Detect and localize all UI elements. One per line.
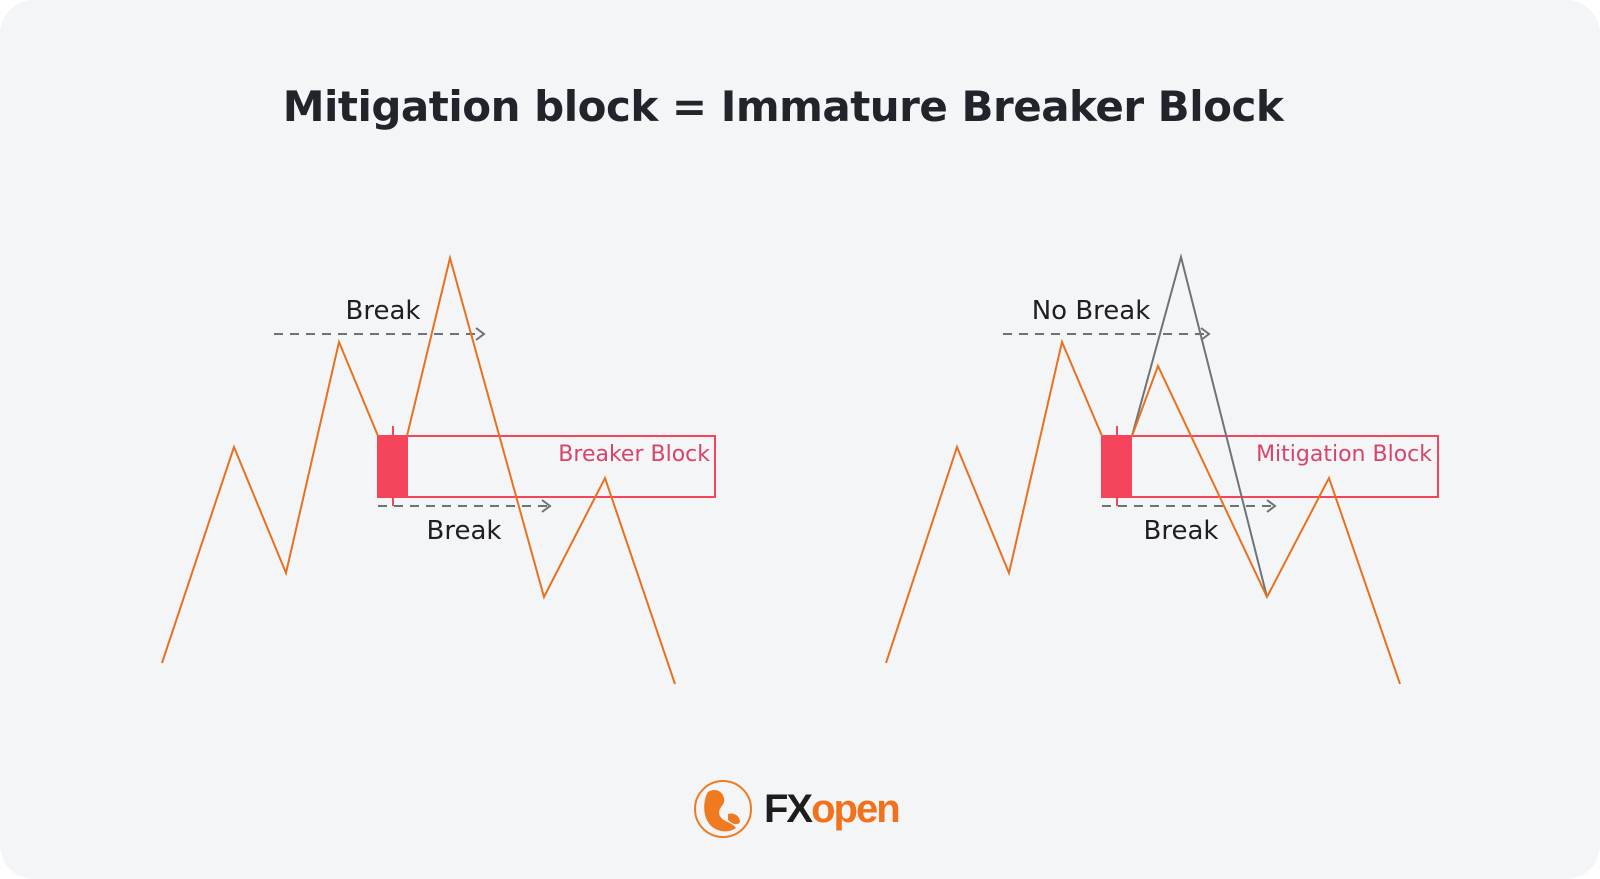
bottom-break-label: Break — [427, 516, 502, 546]
breaker-block-label: Breaker Block — [558, 442, 710, 467]
price-path — [885, 338, 1103, 664]
top-break-label: Break — [346, 296, 421, 326]
logo-open: open — [811, 786, 901, 831]
fxopen-logo: FXopen — [692, 778, 901, 840]
order-block-candle — [378, 436, 408, 497]
price-path-after — [1131, 363, 1401, 685]
price-path-after — [406, 254, 676, 685]
left-panel: Break Breaker Block Break — [161, 254, 716, 685]
order-block-candle — [1102, 436, 1132, 497]
page-title: Mitigation block = Immature Breaker Bloc… — [282, 82, 1284, 131]
bull-emblem-icon — [694, 780, 752, 838]
price-path — [161, 338, 379, 664]
right-panel: No Break Mitigation Block Break — [885, 253, 1439, 685]
bottom-break-label: Break — [1144, 516, 1219, 546]
logo-fx: FX — [764, 786, 813, 831]
top-no-break-label: No Break — [1032, 296, 1151, 326]
hypothetical-break-path — [1131, 253, 1268, 598]
mitigation-block-label: Mitigation Block — [1256, 442, 1432, 467]
